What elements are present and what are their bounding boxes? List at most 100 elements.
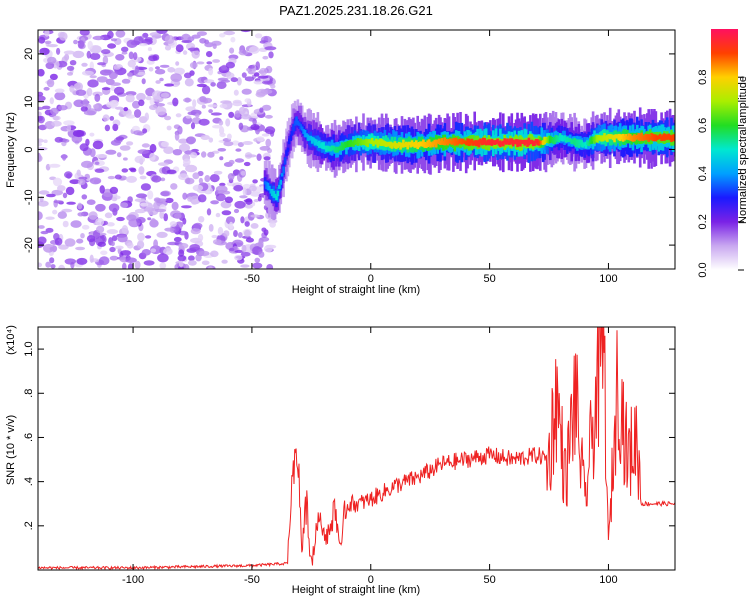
noise-blob <box>163 146 174 154</box>
noise-blob <box>52 115 61 121</box>
ridge-mark <box>603 133 606 140</box>
noise-blob <box>201 85 211 95</box>
noise-blob <box>93 104 99 109</box>
ridge-mark <box>272 190 275 198</box>
noise-blob <box>69 60 77 66</box>
ridge-mark <box>432 141 435 148</box>
ridge-mark <box>389 141 392 148</box>
noise-blob <box>245 237 254 243</box>
ridge-mark <box>496 138 499 144</box>
noise-blob <box>148 55 158 62</box>
spectrogram-y-label: Frequency (Hz) <box>5 112 17 188</box>
noise-blob <box>160 92 170 98</box>
ridge-mark <box>581 142 585 148</box>
noise-blob <box>138 43 148 47</box>
noise-blob <box>206 61 213 65</box>
noise-blob <box>106 222 115 227</box>
ridge-mark <box>571 139 575 143</box>
noise-blob <box>178 260 184 268</box>
ridge-mark <box>443 137 447 146</box>
ridge-mark <box>285 150 288 157</box>
noise-blob <box>66 201 76 205</box>
noise-blob <box>65 186 75 196</box>
ridge-mark <box>656 135 659 140</box>
noise-blob <box>121 225 129 234</box>
noise-blob <box>126 242 134 249</box>
noise-blob <box>233 230 238 237</box>
noise-blob <box>244 98 251 103</box>
ridge-mark <box>300 126 304 131</box>
ridge-mark <box>476 140 479 147</box>
noise-blob <box>208 224 214 232</box>
snr-x-label: Height of straight line (km) <box>292 584 420 596</box>
ridge-mark <box>403 143 407 147</box>
ridge-mark <box>413 141 417 148</box>
noise-blob <box>58 264 65 269</box>
noise-blob <box>115 54 125 61</box>
noise-blob <box>263 156 271 161</box>
ridge-mark <box>490 138 494 146</box>
noise-blob <box>154 208 167 213</box>
ridge-mark <box>634 135 638 140</box>
noise-blob <box>112 123 119 132</box>
x-tick-label: 100 <box>599 574 617 586</box>
ridge-mark <box>323 145 327 150</box>
noise-blob <box>167 67 176 73</box>
ridge-mark <box>356 138 360 146</box>
ridge-mark <box>633 134 636 142</box>
ridge-mark <box>586 140 589 145</box>
ridge-mark <box>537 140 541 146</box>
noise-blob <box>219 33 226 38</box>
ridge-mark <box>332 145 335 150</box>
noise-blob <box>45 216 55 220</box>
noise-blob <box>39 47 50 56</box>
noise-blob <box>166 125 172 131</box>
noise-blob <box>88 211 98 220</box>
noise-blob <box>178 242 189 249</box>
noise-blob <box>46 193 56 198</box>
ridge-mark <box>296 120 300 126</box>
ridge-mark <box>616 134 619 139</box>
noise-blob <box>203 79 215 84</box>
noise-blob <box>164 227 175 232</box>
noise-blob <box>57 185 66 192</box>
ridge-mark <box>620 134 623 140</box>
noise-blob <box>166 169 177 174</box>
noise-blob <box>87 79 99 88</box>
noise-blob <box>144 37 153 42</box>
noise-blob <box>49 257 55 264</box>
noise-blob <box>125 114 136 119</box>
ridge-mark <box>517 140 521 147</box>
ridge-mark <box>280 173 284 177</box>
snr-axes: -100 -50 0 50 100 .2 .4 .6 .8 1.0 <box>23 327 675 586</box>
ridge-mark <box>377 139 381 144</box>
noise-blob <box>149 104 158 111</box>
ridge-mark <box>379 138 382 146</box>
ridge-mark <box>644 133 648 141</box>
noise-blob <box>234 110 241 118</box>
noise-blob <box>171 201 179 211</box>
noise-blob <box>236 77 242 86</box>
colorbar-tick-label: 0.4 <box>697 166 709 181</box>
ridge-mark <box>306 134 310 142</box>
colorbar-ticks: 0.0 0.2 0.4 0.6 0.8 <box>697 70 744 278</box>
ridge-mark <box>275 196 278 201</box>
noise-blob <box>106 229 119 235</box>
ridge-mark <box>372 140 375 147</box>
ridge-mark <box>365 138 368 146</box>
noise-blob <box>198 250 210 257</box>
noise-blob <box>210 112 222 116</box>
ridge-mark <box>402 139 405 148</box>
noise-blob <box>80 106 88 112</box>
noise-blob <box>125 257 137 264</box>
noise-blob <box>115 30 126 38</box>
ridge-mark <box>329 146 332 152</box>
noise-blob <box>256 153 262 161</box>
ridge-mark <box>587 141 591 147</box>
noise-blob <box>52 177 63 187</box>
noise-blob <box>134 109 142 118</box>
noise-blob <box>244 229 251 237</box>
noise-blob <box>253 72 260 77</box>
noise-blob <box>250 223 259 229</box>
